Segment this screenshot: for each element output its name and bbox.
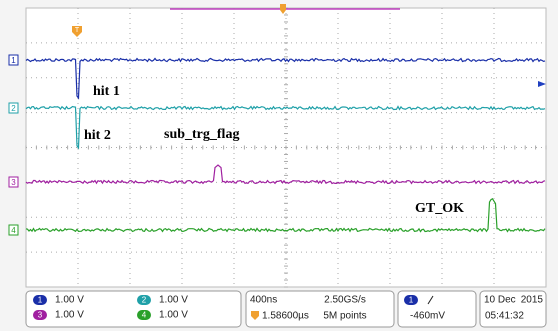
date-year: 2015 (521, 295, 544, 306)
annotation: GT_OK (415, 201, 464, 216)
record-length: 5M points (323, 311, 366, 322)
trigger-marker: T (75, 27, 80, 34)
channel-scale: 1.00 V (159, 310, 188, 321)
annotation: sub_trg_flag (164, 127, 239, 142)
channel-marker: 2 (11, 104, 16, 113)
channel-scale: 1.00 V (159, 295, 188, 306)
channel-marker: 1 (11, 56, 16, 65)
annotation: hit 1 (93, 84, 120, 99)
channel-scale: 1.00 V (55, 295, 84, 306)
channel-marker: 3 (11, 178, 16, 187)
channel-scale: 1.00 V (55, 310, 84, 321)
timebase: 400ns (250, 295, 277, 306)
channel-number: 4 (142, 311, 147, 320)
trigger-position: 1.58600µs (262, 311, 309, 322)
trigger-level: -460mV (410, 311, 445, 322)
page: {"screen":{"trigger_marker":"T","channel… (0, 0, 558, 331)
date-day: 10 Dec (484, 295, 516, 306)
annotation: hit 2 (84, 128, 111, 143)
time: 05:41:32 (485, 311, 524, 322)
channel-marker: 4 (11, 226, 16, 235)
trigger-channel: 1 (409, 296, 414, 305)
status-bar: 1 1.00 V 3 1.00 V 2 1.00 V 4 1.00 V 400ns 2.50GS/… (26, 291, 546, 327)
channel-number: 3 (38, 311, 43, 320)
scope-screen: T hit 1 hit 2 sub_trg_flag GT_OK 1 1.00 V… (0, 0, 558, 331)
channel-number: 2 (142, 296, 147, 305)
channel-number: 1 (38, 296, 43, 305)
sample-rate: 2.50GS/s (324, 295, 366, 306)
